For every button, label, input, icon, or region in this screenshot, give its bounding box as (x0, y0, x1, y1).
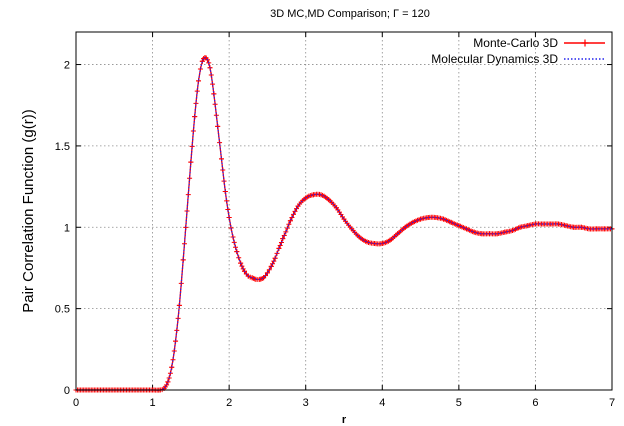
x-axis-label: r (342, 414, 347, 426)
data-point (395, 231, 401, 237)
legend-label-molecular-dynamics: Molecular Dynamics 3D (431, 52, 558, 66)
x-tick-label: 2 (226, 397, 232, 409)
x-tick-label: 0 (73, 397, 79, 409)
legend-label-monte-carlo: Monte-Carlo 3D (473, 36, 558, 50)
data-point (287, 218, 293, 224)
data-point (349, 226, 355, 232)
series-molecular-dynamics (76, 56, 612, 391)
data-point (264, 270, 270, 276)
y-tick-label: 1 (64, 222, 70, 234)
plot-frame (75, 31, 613, 391)
data-point (203, 55, 209, 61)
data-point (261, 275, 267, 281)
data-point (448, 219, 454, 225)
legend-marker-monte-carlo (581, 39, 589, 47)
y-axis-label: Pair Correlation Function (g(r)) (20, 109, 37, 312)
x-tick-label: 1 (150, 397, 156, 409)
y-tick-label: 0 (64, 385, 70, 397)
x-tick-label: 5 (456, 397, 462, 409)
y-tick-label: 0.5 (55, 304, 70, 316)
x-tick-label: 4 (379, 397, 385, 409)
legend: Monte-Carlo 3D Molecular Dynamics 3D (431, 36, 605, 66)
x-tick-label: 6 (532, 397, 538, 409)
x-tick-label: 7 (609, 397, 615, 409)
data-point (356, 234, 362, 240)
y-tick-label: 1.5 (55, 141, 70, 153)
plot-area (73, 55, 615, 393)
data-point (341, 216, 347, 222)
grid (76, 32, 612, 390)
chart-title: 3D MC,MD Comparison; Γ = 120 (270, 8, 430, 20)
y-tick-label: 2 (64, 60, 70, 72)
series-line (76, 56, 612, 391)
x-tick-label: 3 (303, 397, 309, 409)
data-point (387, 237, 393, 243)
